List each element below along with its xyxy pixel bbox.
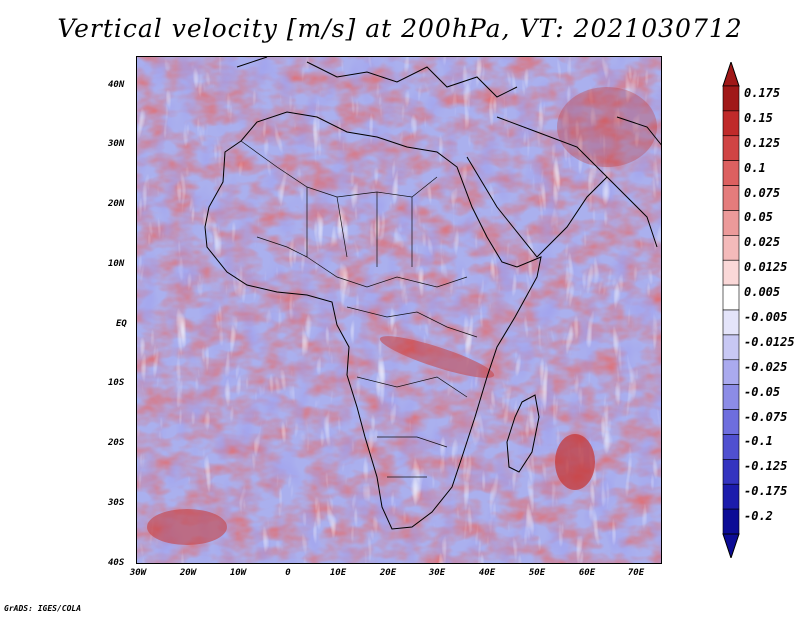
grads-credit: GrADS: IGES/COLA <box>4 604 82 613</box>
lon-tick-50e: 50E <box>528 568 546 578</box>
lat-tick-30n: 30N <box>108 139 125 149</box>
colorbar-segment <box>722 384 740 410</box>
lat-tick-10n: 10N <box>108 259 125 269</box>
colorbar-label: -0.025 <box>744 359 788 374</box>
colorbar-label: -0.2 <box>744 509 773 524</box>
colorbar-label: -0.0125 <box>744 334 795 349</box>
colorbar-segment <box>722 508 740 535</box>
colorbar-label: 0.005 <box>744 285 781 300</box>
india-coastline <box>606 116 661 248</box>
lon-tick-10e: 10E <box>329 568 347 578</box>
map-title: Vertical velocity [m/s] at 200hPa, VT: 2… <box>57 14 743 43</box>
colorbar-label: -0.05 <box>744 384 781 399</box>
colorbar-segment <box>722 434 740 460</box>
colorbar-label: 0.175 <box>744 86 781 100</box>
colorbar-segment <box>722 409 740 435</box>
lat-tick-20n: 20N <box>108 199 125 209</box>
lat-tick-30s: 30S <box>108 498 125 508</box>
colorbar-label: -0.075 <box>744 409 788 424</box>
colorbar-segment <box>722 235 740 261</box>
colorbar-label: -0.005 <box>744 310 788 324</box>
lat-tick-20s: 20S <box>108 438 125 448</box>
africa-coastline <box>204 111 542 530</box>
map-panel[interactable] <box>136 56 662 564</box>
lon-tick-30e: 30E <box>428 568 446 578</box>
lat-tick-40n: 40N <box>108 80 125 90</box>
lon-tick-20e: 20E <box>379 568 397 578</box>
colorbar-label: -0.1 <box>744 434 773 449</box>
colorbar <box>722 62 740 558</box>
madagascar-coastline <box>506 394 540 473</box>
colorbar-bottom-arrow <box>722 533 740 558</box>
colorbar-segment <box>722 359 740 385</box>
colorbar-segment <box>722 483 740 510</box>
feature-madagascar-east <box>555 434 595 490</box>
colorbar-label: -0.125 <box>744 459 788 474</box>
feature-central-africa-band <box>379 336 495 378</box>
colorbar-label: -0.175 <box>744 484 788 499</box>
coastlines <box>204 57 661 530</box>
feature-arabia <box>557 87 657 167</box>
country-borders <box>240 140 478 478</box>
colorbar-label: 0.05 <box>744 210 773 225</box>
colorbar-label: 0.15 <box>744 110 773 125</box>
colorbar-segment <box>722 334 740 361</box>
colorbar-segment <box>722 110 740 137</box>
lon-tick-70e: 70E <box>627 568 645 578</box>
europe-coastline <box>236 57 518 98</box>
lon-tick-40e: 40E <box>478 568 496 578</box>
colorbar-label: 0.125 <box>744 135 781 150</box>
colorbar-label: 0.1 <box>744 160 766 175</box>
feature-southwest <box>147 509 227 545</box>
colorbar-segment <box>722 284 740 311</box>
colorbar-segment <box>722 309 740 336</box>
colorbar-segment <box>722 210 740 236</box>
colorbar-segment <box>722 185 740 211</box>
lon-tick-0: 0 <box>285 568 291 578</box>
lat-tick-eq: EQ <box>116 319 127 329</box>
colorbar-segment <box>722 459 740 485</box>
colorbar-segment <box>722 160 740 186</box>
lat-tick-10s: 10S <box>108 378 125 388</box>
colorbar-segment <box>722 259 740 286</box>
velocity-field <box>137 57 661 563</box>
lon-tick-60e: 60E <box>578 568 596 578</box>
colorbar-label: 0.0125 <box>744 260 788 275</box>
lon-tick-30w: 30W <box>129 568 147 578</box>
colorbar-label: 0.025 <box>744 235 781 250</box>
lat-tick-40s: 40S <box>108 558 125 568</box>
colorbar-label: 0.075 <box>744 185 781 200</box>
colorbar-segment <box>722 85 740 112</box>
colorbar-segment <box>722 135 740 161</box>
lon-tick-20w: 20W <box>179 568 197 578</box>
colorbar-top-arrow <box>722 62 740 87</box>
lon-tick-10w: 10W <box>229 568 247 578</box>
arabia-coastline <box>466 116 608 258</box>
